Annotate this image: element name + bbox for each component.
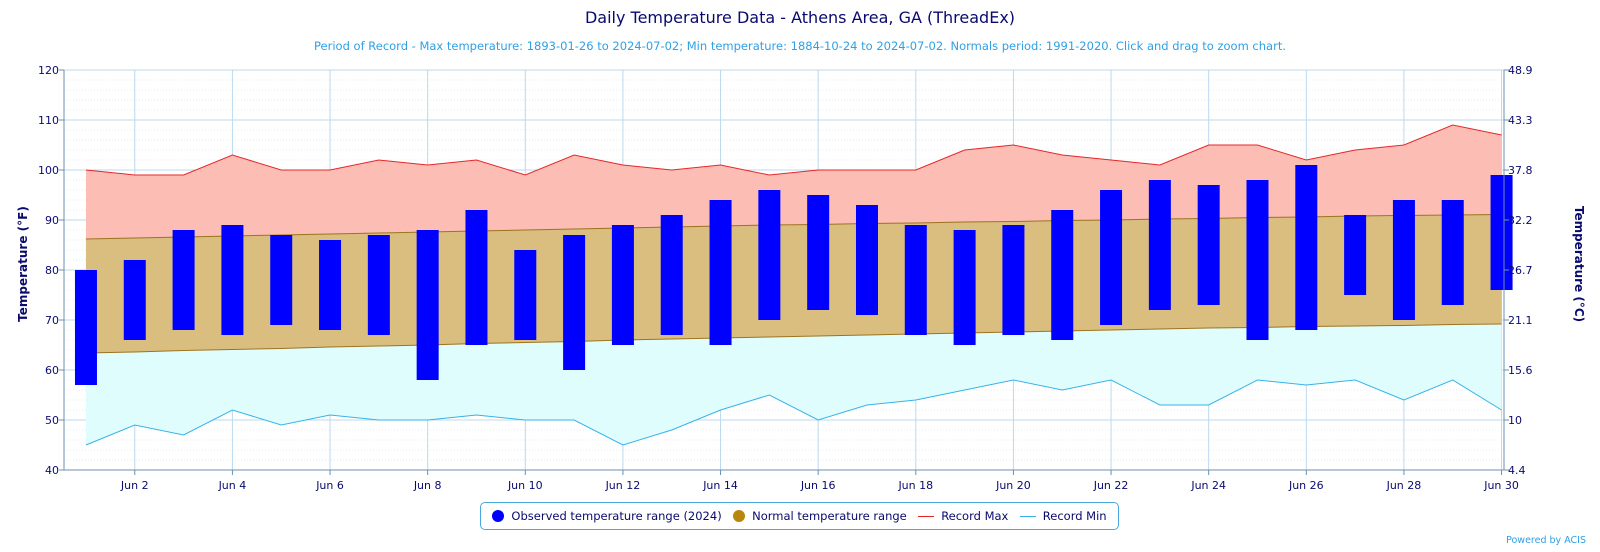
legend: Observed temperature range (2024) Normal… xyxy=(480,502,1119,530)
observed-bar xyxy=(1100,190,1123,325)
axes: 40 4.4 50 10 60 15.6 70 21.1 80 26.7 90 32.2 100 37.8… xyxy=(38,64,1533,492)
x-tick-label: Jun 18 xyxy=(897,479,933,492)
record-max-line xyxy=(85,124,1502,176)
legend-label-normal: Normal temperature range xyxy=(752,509,907,523)
observed-bar xyxy=(855,205,878,315)
x-tick-label: Jun 14 xyxy=(702,479,738,492)
observed-bar xyxy=(1246,180,1269,340)
observed-bar xyxy=(270,235,293,325)
observed-bar xyxy=(416,230,439,380)
legend-item-record-min[interactable]: Record Min xyxy=(1019,509,1107,523)
y-axis-label-left: Temperature (°F) xyxy=(16,206,30,322)
x-tick-label: Jun 28 xyxy=(1386,479,1422,492)
x-tick-label: Jun 8 xyxy=(413,479,442,492)
y-tick-label-left: 100 xyxy=(38,164,59,177)
y-tick-label-left: 120 xyxy=(38,64,59,77)
record-lines xyxy=(85,124,1502,446)
normal-dot-icon xyxy=(733,510,746,522)
normal-range-area xyxy=(85,214,1502,353)
x-tick-label: Jun 16 xyxy=(800,479,836,492)
record-max-line-icon xyxy=(918,515,935,517)
record-min-area xyxy=(85,324,1502,445)
x-tick-label: Jun 10 xyxy=(507,479,543,492)
x-tick-label: Jun 22 xyxy=(1093,479,1129,492)
y-tick-label-right: 37.8 xyxy=(1508,164,1533,177)
y-tick-label-right: 4.4 xyxy=(1508,464,1526,477)
observed-bar xyxy=(1295,165,1318,330)
y-tick-label-left: 90 xyxy=(45,214,59,227)
y-tick-label-right: 32.2 xyxy=(1508,214,1533,227)
plot-areas xyxy=(85,125,1502,445)
y-axis-label-right: Temperature (°C) xyxy=(1572,206,1586,322)
record-min-line xyxy=(85,379,1502,446)
observed-bar xyxy=(709,200,732,345)
y-tick-label-right: 21.1 xyxy=(1508,314,1533,327)
observed-bar xyxy=(953,230,976,345)
chart-title: Daily Temperature Data - Athens Area, GA… xyxy=(585,8,1015,27)
legend-item-record-max[interactable]: Record Max xyxy=(918,509,1008,523)
legend-item-observed[interactable]: Observed temperature range (2024) xyxy=(492,509,722,523)
y-tick-label-left: 50 xyxy=(45,414,59,427)
observed-dot-icon xyxy=(492,510,505,522)
observed-bar xyxy=(1051,210,1074,340)
observed-bar xyxy=(1197,185,1220,305)
x-tick-label: Jun 12 xyxy=(605,479,641,492)
y-tick-label-left: 70 xyxy=(45,314,59,327)
legend-item-normal[interactable]: Normal temperature range xyxy=(733,509,907,523)
x-tick-label: Jun 6 xyxy=(315,479,344,492)
x-tick-label: Jun 24 xyxy=(1190,479,1226,492)
observed-bar xyxy=(1441,200,1464,305)
observed-bar xyxy=(660,215,683,335)
observed-bars xyxy=(74,165,1513,385)
y-tick-label-left: 110 xyxy=(38,114,59,127)
observed-bar xyxy=(514,250,537,340)
credits-link[interactable]: Powered by ACIS xyxy=(1506,535,1586,546)
x-tick-label: Jun 30 xyxy=(1483,479,1519,492)
y-tick-label-left: 60 xyxy=(45,364,59,377)
observed-bar xyxy=(74,270,97,385)
observed-bar xyxy=(1148,180,1171,310)
x-tick-label: Jun 4 xyxy=(218,479,247,492)
observed-bar xyxy=(1392,200,1415,320)
observed-bar xyxy=(1002,225,1025,335)
x-tick-label: Jun 20 xyxy=(995,479,1031,492)
observed-bar xyxy=(172,230,195,330)
x-tick-label: Jun 26 xyxy=(1288,479,1324,492)
observed-bar xyxy=(319,240,342,330)
observed-bar xyxy=(758,190,781,320)
y-tick-label-right: 26.7 xyxy=(1508,264,1533,277)
legend-label-record-max: Record Max xyxy=(941,509,1009,523)
observed-bar xyxy=(367,235,390,335)
observed-bar xyxy=(904,225,927,335)
y-tick-label-right: 15.6 xyxy=(1508,364,1533,377)
observed-bar xyxy=(611,225,634,345)
observed-bar xyxy=(563,235,586,370)
observed-bar xyxy=(1344,215,1367,295)
chart-subtitle: Period of Record - Max temperature: 1893… xyxy=(314,39,1286,53)
observed-bar xyxy=(465,210,488,345)
y-tick-label-left: 40 xyxy=(45,464,59,477)
record-max-area xyxy=(85,125,1502,239)
legend-label-observed: Observed temperature range (2024) xyxy=(511,509,722,523)
y-tick-label-right: 10 xyxy=(1508,414,1522,427)
observed-bar xyxy=(807,195,830,310)
legend-label-record-min: Record Min xyxy=(1042,509,1107,523)
observed-bar xyxy=(1490,175,1513,290)
observed-bar xyxy=(123,260,146,340)
record-min-line-icon xyxy=(1019,515,1036,517)
observed-bar xyxy=(221,225,244,335)
y-tick-label-right: 43.3 xyxy=(1508,114,1533,127)
x-tick-label: Jun 2 xyxy=(120,479,149,492)
y-tick-label-left: 80 xyxy=(45,264,59,277)
y-tick-label-right: 48.9 xyxy=(1508,64,1533,77)
